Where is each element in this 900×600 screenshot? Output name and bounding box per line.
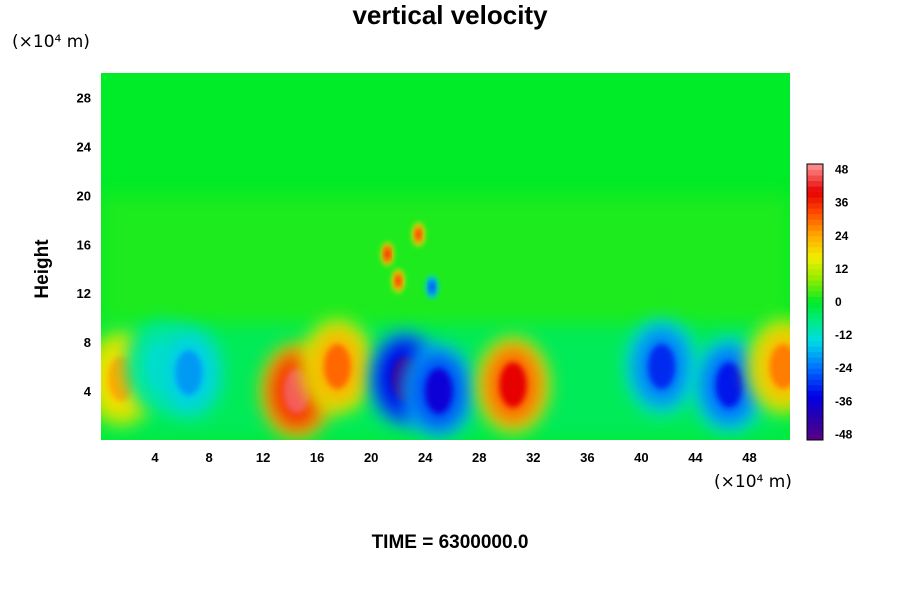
colorbar-tick-label: 0 bbox=[835, 295, 842, 309]
colorbar-band bbox=[807, 235, 823, 242]
x-tick-label: 32 bbox=[526, 450, 540, 465]
colorbar-band bbox=[807, 362, 823, 369]
colorbar-tick-label: -12 bbox=[835, 328, 853, 342]
x-tick-label: 4 bbox=[151, 450, 159, 465]
colorbar-band bbox=[807, 357, 823, 364]
colorbar-band bbox=[807, 208, 823, 215]
velocity-cell bbox=[392, 269, 405, 293]
colorbar-band bbox=[807, 346, 823, 353]
colorbar-band bbox=[807, 252, 823, 259]
velocity-cell bbox=[381, 242, 394, 266]
time-label: TIME = 6300000.0 bbox=[371, 532, 529, 553]
colorbar-band bbox=[807, 219, 823, 226]
colorbar-band bbox=[807, 390, 823, 397]
velocity-cell bbox=[412, 222, 425, 247]
colorbar-band bbox=[807, 373, 823, 380]
colorbar-band bbox=[807, 329, 823, 336]
colorbar-band bbox=[807, 164, 823, 171]
colorbar-band bbox=[807, 313, 823, 320]
colorbar-band bbox=[807, 379, 823, 386]
velocity-cell bbox=[301, 319, 374, 414]
colorbar-band bbox=[807, 197, 823, 204]
x-tick-label: 40 bbox=[634, 450, 648, 465]
colorbar-band bbox=[807, 434, 823, 441]
velocity-cell bbox=[402, 343, 475, 439]
y-tick-label: 12 bbox=[77, 286, 91, 301]
colorbar-band bbox=[807, 169, 823, 176]
x-tick-label: 16 bbox=[310, 450, 324, 465]
velocity-cell bbox=[152, 325, 225, 420]
velocity-cell bbox=[747, 319, 790, 414]
colorbar-band bbox=[807, 180, 823, 187]
colorbar-band bbox=[807, 368, 823, 375]
colorbar-band bbox=[807, 268, 823, 275]
x-tick-label: 44 bbox=[688, 450, 703, 465]
colorbar-tick-label: 48 bbox=[835, 163, 849, 177]
colorbar-band bbox=[807, 241, 823, 248]
colorbar-band bbox=[807, 335, 823, 342]
x-axis-unit: (×10⁴ m) bbox=[714, 472, 792, 492]
y-tick-label: 4 bbox=[84, 384, 92, 399]
colorbar-band bbox=[807, 213, 823, 220]
x-tick-label: 24 bbox=[418, 450, 433, 465]
colorbar-frame bbox=[806, 163, 824, 441]
colorbar-band bbox=[807, 417, 823, 424]
colorbar-band bbox=[807, 246, 823, 253]
colorbar-band bbox=[807, 296, 823, 303]
colorbar-band bbox=[807, 290, 823, 297]
colorbar-band bbox=[807, 423, 823, 430]
colorbar-band bbox=[807, 257, 823, 264]
chart-title: vertical velocity bbox=[352, 0, 548, 30]
colorbar-band bbox=[807, 263, 823, 270]
velocity-cell bbox=[693, 337, 766, 433]
y-tick-label: 16 bbox=[77, 237, 91, 252]
colorbar-band bbox=[807, 285, 823, 292]
colorbar-band bbox=[807, 224, 823, 231]
colorbar-band bbox=[807, 318, 823, 325]
colorbar-band bbox=[807, 406, 823, 413]
x-tick-label: 28 bbox=[472, 450, 486, 465]
colorbar-tick-label: 36 bbox=[835, 196, 849, 210]
y-tick-label: 20 bbox=[77, 188, 91, 203]
colorbar-band bbox=[807, 401, 823, 408]
colorbar-tick-label: -48 bbox=[835, 427, 853, 441]
colorbar-band bbox=[807, 428, 823, 435]
x-tick-label: 36 bbox=[580, 450, 594, 465]
colorbar-band bbox=[807, 351, 823, 358]
colorbar-band bbox=[807, 279, 823, 286]
colorbar-band bbox=[807, 274, 823, 281]
colorbar-band bbox=[807, 384, 823, 391]
colorbar-tick-label: -36 bbox=[835, 394, 853, 408]
colorbar-band bbox=[807, 191, 823, 198]
colorbar-band bbox=[807, 175, 823, 182]
turbulent-layer bbox=[101, 195, 790, 330]
colorbar-tick-label: -24 bbox=[835, 361, 853, 375]
y-axis-unit: (×10⁴ m) bbox=[12, 32, 90, 52]
x-tick-label: 12 bbox=[256, 450, 270, 465]
colorbar-band bbox=[807, 302, 823, 309]
x-tick-label: 8 bbox=[205, 450, 212, 465]
colorbar-band bbox=[807, 202, 823, 209]
colorbar-band bbox=[807, 395, 823, 402]
colorbar-band bbox=[807, 324, 823, 331]
x-tick-label: 48 bbox=[742, 450, 756, 465]
y-tick-label: 24 bbox=[77, 139, 92, 154]
y-tick-label: 8 bbox=[84, 335, 91, 350]
colorbar-band bbox=[807, 307, 823, 314]
colorbar-tick-label: 12 bbox=[835, 262, 849, 276]
colorbar-band bbox=[807, 340, 823, 347]
x-tick-label: 20 bbox=[364, 450, 378, 465]
velocity-cell bbox=[625, 319, 698, 414]
velocity-cell bbox=[477, 337, 550, 433]
colorbar-band bbox=[807, 412, 823, 419]
y-tick-label: 28 bbox=[77, 90, 91, 105]
colorbar-band bbox=[807, 186, 823, 193]
colorbar-band bbox=[807, 230, 823, 237]
colorbar-tick-label: 24 bbox=[835, 229, 849, 243]
velocity-cell bbox=[425, 275, 438, 299]
